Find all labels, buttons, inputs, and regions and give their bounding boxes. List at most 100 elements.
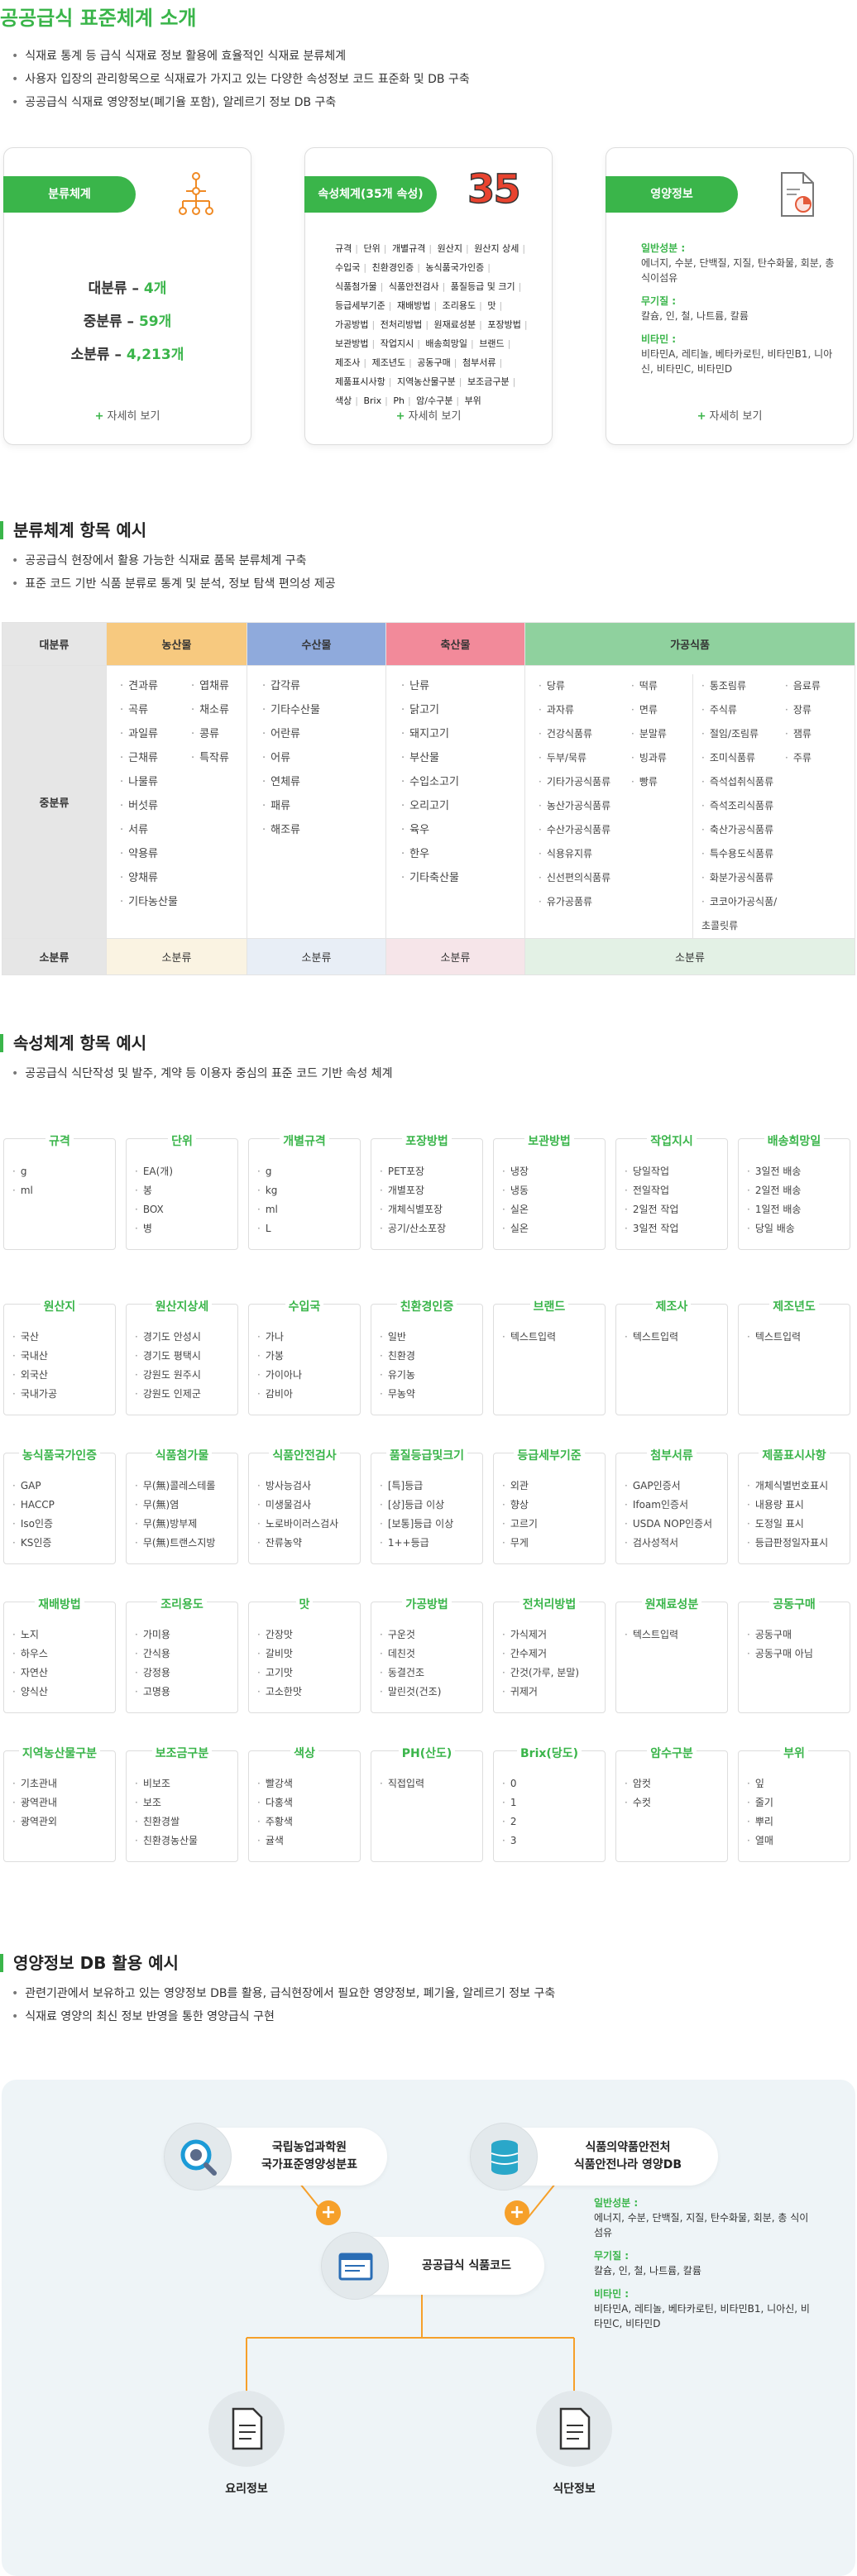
class-item: 어류 <box>262 746 385 770</box>
class-item: 신선편의식품류 <box>539 866 631 890</box>
attribute-value: kg <box>257 1181 278 1200</box>
attribute-value: 친환경농산물 <box>135 1831 198 1851</box>
recipe-doc-icon <box>208 2391 285 2467</box>
attribute-value: 열매 <box>747 1831 773 1851</box>
attribute-box: 수입국가나가봉가이아나감비아 <box>248 1300 361 1415</box>
nutrition-group-body: 비타민A, 레티놀, 베타카로틴, 비타민B1, 니아신, 비타민C, 비타민D <box>594 2303 810 2329</box>
attribute-value: [상]등급 이상 <box>380 1496 453 1515</box>
attribute-box: 지역농산물구분기초관내광역관내광역관외 <box>3 1747 116 1862</box>
attribute-value: 당일작업 <box>625 1162 678 1181</box>
class-item: 엽채류 <box>191 674 229 698</box>
attribute-box-title: 포장방법 <box>402 1135 452 1148</box>
attribute-box: 조리용도가미용간식용강정용고명용 <box>126 1598 238 1713</box>
attribute-box-list: 노지하우스자연산양식산 <box>12 1626 48 1702</box>
class-item: 음료류 <box>785 674 835 698</box>
class-item: 곡류 <box>120 698 178 722</box>
attribute-value: 보조 <box>135 1793 198 1812</box>
attribute-value: 데친것 <box>380 1645 441 1664</box>
attribute-box-title: 재배방법 <box>35 1598 84 1611</box>
attribute-value: 유기농 <box>380 1366 415 1385</box>
attribute-value: 도정일 표시 <box>747 1515 828 1534</box>
node-line: 식품안전나라 영양DB <box>573 2158 682 2171</box>
intro-bullets: 식재료 통계 등 급식 식재료 정보 활용에 효율적인 식재료 분류체계 사용자… <box>12 45 469 114</box>
attribute-value: 강원도 원주시 <box>135 1366 201 1385</box>
classification-bullets: 공공급식 현장에서 활용 가능한 식재료 품목 분류체계 구축 표준 코드 기반… <box>12 549 335 596</box>
attribute-more-link[interactable]: + 자세히 보기 <box>305 407 552 423</box>
class-item: 부산물 <box>401 746 524 770</box>
attribute-box-list: 국산국내산외국산국내가공 <box>12 1328 57 1404</box>
attribute-tag: 규격 <box>335 243 358 254</box>
classification-table: 대분류 농산물 수산물 축산물 가공식품 중분류 견과류곡류과일류근채류나물류버… <box>2 622 855 975</box>
attribute-tag: 재배방법 <box>397 300 437 311</box>
attribute-value: 텍스트입력 <box>502 1328 556 1347</box>
row-label-small: 소분류 <box>2 938 107 975</box>
attribute-value: 노로바이러스검사 <box>257 1515 338 1534</box>
attribute-box: 포장방법 PET포장개별포장개체식별포장공기/산소포장 <box>371 1135 483 1250</box>
attribute-tag: Ph <box>393 395 410 406</box>
attribute-box-title: 전처리방법 <box>519 1598 580 1611</box>
class-item: 기타농산물 <box>120 890 178 914</box>
attribute-value: 간식용 <box>135 1645 170 1664</box>
large-class-count: 대분류 – 4개 <box>88 280 167 297</box>
attribute-tag: 제품표시사항 <box>335 376 391 387</box>
attribute-box: 보관방법냉장냉동실온실온 <box>493 1135 606 1250</box>
class-item: 빙과류 <box>631 746 692 770</box>
attribute-box: 식품안전검사방사능검사미생물검사노로바이러스검사잔류농약 <box>248 1449 361 1564</box>
attribute-tag: 첨부서류 <box>462 357 502 368</box>
attribute-box-title: 맛 <box>295 1598 314 1611</box>
attribute-value: 노지 <box>12 1626 48 1645</box>
attribute-box-title: 원산지 <box>40 1300 79 1314</box>
attribute-tag: 조리용도 <box>443 300 482 311</box>
attribute-value: GAP인증서 <box>625 1477 712 1496</box>
livestock-list: 난류닭고기돼지고기부산물수입소고기오리고기육우한우기타축산물 <box>401 674 524 890</box>
attribute-box: 제조년도텍스트입력 <box>738 1300 850 1415</box>
count-value: 59개 <box>138 314 172 330</box>
attribute-box-title: 부위 <box>780 1747 808 1760</box>
attribute-value: 개별포장 <box>380 1181 446 1200</box>
class-item: 수산가공식품류 <box>539 818 631 842</box>
attribute-box: 맛간장맛갈비맛고기맛고소한맛 <box>248 1598 361 1713</box>
attribute-box-title: 보관방법 <box>524 1135 574 1148</box>
nutrition-bullet: 식재료 영양의 최신 정보 반영을 통한 영양급식 구현 <box>12 2005 555 2028</box>
attribute-value: Ifoam인증서 <box>625 1496 712 1515</box>
attribute-tag: 원재료성분 <box>434 319 482 330</box>
class-item: 주식류 <box>701 698 785 722</box>
attribute-box-list: GAP인증서Ifoam인증서USDA NOP인증서검사성적서 <box>625 1477 712 1553</box>
attribute-value: 1일전 배송 <box>747 1200 802 1219</box>
attribute-box-list: 텍스트입력 <box>747 1328 801 1347</box>
livestock-middle-cell: 난류닭고기돼지고기부산물수입소고기오리고기육우한우기타축산물 <box>385 665 525 939</box>
count-name: 중분류 <box>83 314 122 330</box>
fishery-list: 갑각류기타수산물어란류어류연체류패류해조류 <box>262 674 385 842</box>
classification-section-title: 분류체계 항목 예시 <box>0 521 146 539</box>
attribute-value: [보통]등급 이상 <box>380 1515 453 1534</box>
attribute-box: 전처리방법가식제거간수제거간것(가루, 분말)귀제거 <box>493 1598 606 1713</box>
count-name: 소분류 <box>70 347 110 363</box>
attribute-value: 당일 배송 <box>747 1219 801 1238</box>
node-line: 공공급식 식품코드 <box>422 2258 511 2272</box>
attribute-tag: 단위 <box>363 243 386 254</box>
attribute-value: 방사능검사 <box>257 1477 338 1496</box>
attribute-box-list: 무(無)콜레스테롤무(無)염무(無)방부제무(無)트랜스지방 <box>135 1477 216 1553</box>
attribute-box: 배송희망일 3일전 배송2일전 배송1일전 배송당일 배송 <box>738 1135 850 1250</box>
attribute-box: 재배방법노지하우스자연산양식산 <box>3 1598 116 1713</box>
attribute-value: g <box>12 1162 33 1181</box>
attribute-value: 검사성적서 <box>625 1534 712 1553</box>
attribute-box-title: 식품안전검사 <box>269 1449 340 1463</box>
attribute-value: HACCP <box>12 1496 55 1515</box>
attribute-tag: 농식품국가인증 <box>425 262 491 273</box>
attribute-tag: 부위 <box>464 395 481 406</box>
class-item: 화분가공식품류 <box>701 866 785 890</box>
attribute-box-list: 비보조보조친환경쌀친환경농산물 <box>135 1774 198 1851</box>
attribute-box-title: 제조사 <box>652 1300 692 1314</box>
attribute-value: 개체식별포장 <box>380 1200 446 1219</box>
attribute-tag: 배송희망일 <box>425 338 473 349</box>
attribute-tag: 공동구매 <box>417 357 457 368</box>
attribute-box-title: 원산지상세 <box>151 1300 213 1314</box>
attribute-box-list: 텍스트입력 <box>502 1328 556 1347</box>
attribute-value: 등급판정일자표시 <box>747 1534 828 1553</box>
menu-doc-icon <box>536 2391 612 2467</box>
attribute-value: 친환경쌀 <box>135 1812 198 1831</box>
attribute-value: 국내산 <box>12 1347 57 1366</box>
nutrition-more-link[interactable]: + 자세히 보기 <box>606 407 853 423</box>
classification-more-link[interactable]: + 자세히 보기 <box>4 407 251 423</box>
